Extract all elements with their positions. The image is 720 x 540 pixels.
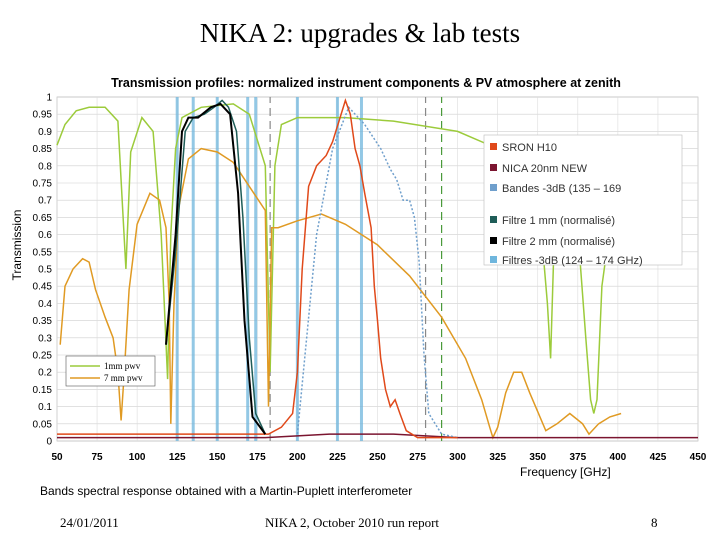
legend-swatch (490, 256, 497, 263)
y-tick-labels: 0 0.05 0.1 0.15 0.2 0.25 0.3 0.35 0.4 0.45 0.5 0.55… (33, 93, 53, 448)
x-axis-label: Frequency [GHz] (520, 465, 611, 479)
x-tick-label: 225 (329, 452, 346, 463)
y-tick-label: 0.3 (38, 333, 52, 344)
legend-swatch (490, 184, 497, 191)
series-line-sron-h10 (57, 98, 458, 439)
series-line-nica-20nm-new (57, 433, 698, 439)
y-tick-label: 0.15 (33, 385, 53, 396)
x-tick-label: 250 (369, 452, 386, 463)
y-tick-label: 0.55 (33, 247, 53, 258)
series-line-bandes-3db-135-169 (296, 105, 458, 439)
x-tick-label: 375 (569, 452, 586, 463)
y-tick-label: 0.2 (38, 368, 52, 379)
y-tick-label: 0.5 (38, 265, 52, 276)
y-tick-label: 0.75 (33, 179, 53, 190)
legend-label: Filtres -3dB (124 – 174 GHz) (502, 255, 643, 267)
series-line-7-mm-pwv (59, 147, 622, 440)
x-tick-label: 400 (610, 452, 627, 463)
y-tick-label: 0.95 (33, 110, 53, 121)
x-tick-label: 350 (529, 452, 546, 463)
y-tick-label: 0.65 (33, 213, 53, 224)
legend-swatch (490, 164, 497, 171)
y-tick-label: 0.85 (33, 144, 53, 155)
page-number: 8 (651, 515, 658, 530)
y-tick-label: 0.8 (38, 161, 52, 172)
x-tick-label: 200 (289, 452, 306, 463)
x-tick-label: 50 (51, 452, 63, 463)
y-tick-label: 0.7 (38, 196, 52, 207)
x-tick-label: 100 (129, 452, 146, 463)
series-curves (56, 98, 698, 440)
legend-swatch (490, 216, 497, 223)
legend-swatch (490, 237, 497, 244)
y-tick-label: 0.35 (33, 316, 53, 327)
x-tick-label: 450 (690, 452, 707, 463)
footer-date: 24/01/2011 (60, 515, 119, 530)
series-line-filtre-2-mm-normalis (165, 102, 267, 435)
y-tick-label: 0.1 (38, 402, 52, 413)
pwv-legend: 1mm pwv 7 mm pwv (65, 355, 156, 387)
legend-label: Filtre 1 mm (normalisé) (502, 215, 615, 227)
y-axis-label: Transmission (10, 210, 24, 281)
y-tick-label: 0.9 (38, 127, 52, 138)
x-tick-label: 325 (489, 452, 506, 463)
y-tick-label: 0 (46, 437, 52, 448)
y-tick-label: 0.25 (33, 351, 53, 362)
x-tick-label: 125 (169, 452, 186, 463)
footer-title: NIKA 2, October 2010 run report (265, 515, 440, 530)
y-tick-label: 0.05 (33, 419, 53, 430)
pwv-7mm-label: 7 mm pwv (104, 373, 143, 383)
x-tick-label: 150 (209, 452, 226, 463)
figure-caption: Bands spectral response obtained with a … (40, 484, 413, 498)
y-tick-label: 0.45 (33, 282, 53, 293)
series-line-filtre-1-mm-normalis (165, 99, 266, 435)
reference-lines (269, 97, 443, 441)
legend-label: Bandes -3dB (135 – 169 (502, 183, 621, 195)
y-tick-label: 0.4 (38, 299, 52, 310)
filter-band-lines (175, 97, 363, 441)
x-tick-label: 300 (449, 452, 466, 463)
x-tick-label: 75 (92, 452, 104, 463)
legend-label: Filtre 2 mm (normalisé) (502, 236, 615, 248)
x-tick-label: 275 (409, 452, 426, 463)
legend-box (483, 134, 683, 266)
legend: SRON H10 NICA 20nm NEW Bandes -3dB (135 – … (483, 134, 683, 267)
y-tick-label: 0.6 (38, 230, 52, 241)
chart-title: Transmission profiles: normalized instru… (111, 76, 621, 90)
transmission-chart: Transmission profiles: normalized instru… (10, 76, 707, 479)
x-tick-labels: 50 75 100 125 150 175 200 225 250 275 300 325 350 375… (51, 452, 706, 463)
slide-title: NIKA 2: upgrades & lab tests (199, 18, 521, 48)
pwv-1mm-label: 1mm pwv (104, 361, 141, 371)
legend-label: NICA 20nm NEW (502, 163, 588, 175)
grid (56, 96, 699, 442)
legend-label: SRON H10 (502, 142, 557, 154)
x-tick-label: 175 (249, 452, 266, 463)
y-tick-label: 1 (46, 93, 52, 104)
x-tick-label: 425 (650, 452, 667, 463)
legend-swatch (490, 143, 497, 150)
pwv-legend-box (65, 355, 156, 387)
